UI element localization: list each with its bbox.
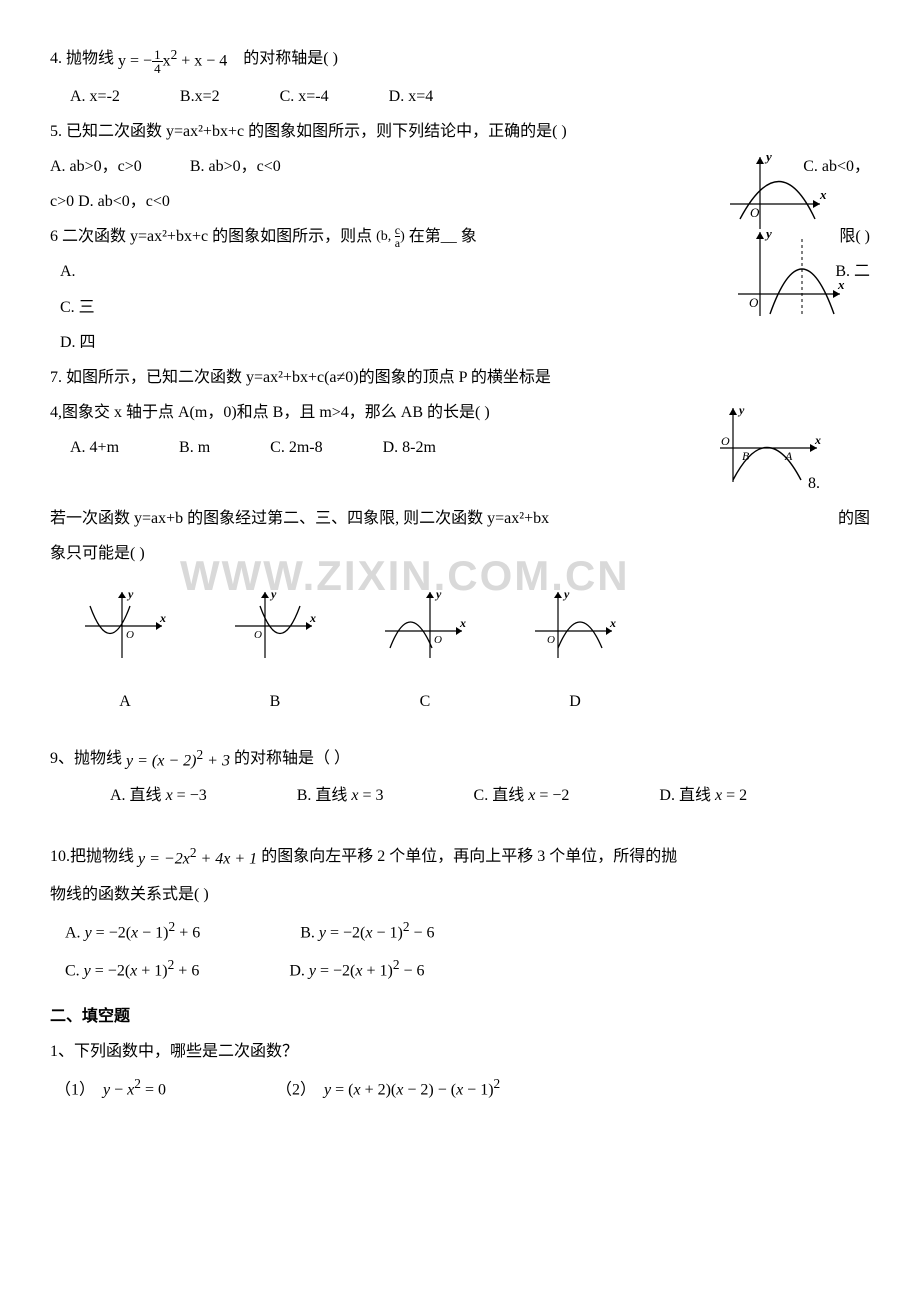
- q10: 10.把抛物线 y = −2x2 + 4x + 1 的图象向左平移 2 个单位，…: [50, 838, 870, 877]
- svg-text:O: O: [434, 634, 442, 646]
- q4-pre: 4. 抛物线: [50, 50, 114, 67]
- q6-pre: 6 二次函数 y=ax²+bx+c 的图象如图所示，则点: [50, 228, 372, 245]
- q6-optC: C. 三: [60, 290, 870, 325]
- q5: 5. 已知二次函数 y=ax²+bx+c 的图象如图所示，则下列结论中，正确的是…: [50, 114, 870, 149]
- svg-text:y: y: [764, 226, 772, 241]
- q7-l1: 7. 如图所示，已知二次函数 y=ax²+bx+c(a≠0)的图象的顶点 P 的…: [50, 369, 551, 386]
- q4-optA: A. x=-2: [70, 79, 120, 114]
- q9: 9、抛物线 y = (x − 2)2 + 3 的对称轴是（ ）: [50, 740, 870, 779]
- q8-label-A: A: [80, 684, 170, 719]
- q6-optD: D. 四: [60, 325, 870, 360]
- q10-l2: 物线的函数关系式是( ): [50, 877, 870, 912]
- q10-opts-r1: A. y = −2(x − 1)2 + 6 B. y = −2(x − 1)2 …: [65, 912, 870, 951]
- q7-optA: A. 4+m: [70, 430, 119, 465]
- q4-post: 的对称轴是( ): [243, 50, 338, 67]
- q8-l3: 象只可能是( ): [50, 545, 145, 562]
- q4-optB: B.x=2: [180, 79, 220, 114]
- q4-options: A. x=-2 B.x=2 C. x=-4 D. x=4: [70, 79, 870, 114]
- q6-optA: A.: [60, 254, 76, 289]
- q8-label-D: D: [530, 684, 620, 719]
- q4-stem: 4. 抛物线 y = −14x2 + x − 4 的对称轴是( ): [50, 40, 870, 79]
- svg-text:x: x: [814, 433, 821, 447]
- svg-text:y: y: [764, 149, 772, 164]
- q4-optD: D. x=4: [389, 79, 434, 114]
- q8-l3-row: 象只可能是( ) WWW.ZIXIN.COM.CN: [50, 536, 870, 571]
- section2-heading: 二、填空题: [50, 999, 870, 1034]
- q8-lead: 8.: [50, 466, 870, 501]
- q7-optD: D. 8-2m: [383, 430, 436, 465]
- svg-text:B: B: [742, 449, 750, 463]
- q5-opts-row1: A. ab>0，c>0 B. ab>0，c<0 C. ab<0， O x y: [50, 149, 870, 184]
- fb1-eqs: （1） y − x2 = 0 （2） y = (x + 2)(x − 2) − …: [55, 1069, 870, 1108]
- q7-optC: C. 2m-8: [270, 430, 322, 465]
- svg-text:x: x: [159, 611, 166, 625]
- q9-formula: y = (x − 2)2 + 3: [126, 740, 230, 779]
- q10-formula: y = −2x2 + 4x + 1: [138, 838, 257, 877]
- svg-text:O: O: [126, 629, 134, 641]
- q7-l2: 4,图象交 x 轴于点 A(m，0)和点 B，且 m>4，那么 AB 的长是( …: [50, 395, 870, 430]
- q7-optB: B. m: [179, 430, 210, 465]
- q9-pre: 9、抛物线: [50, 749, 122, 766]
- q6-opts: A. B. 二 O x y: [50, 254, 870, 289]
- q8-label-B: B: [230, 684, 320, 719]
- q9-options: A. 直线 x = −3 B. 直线 x = 3 C. 直线 x = −2 D.…: [110, 778, 870, 813]
- q6-point: (b, ca): [376, 222, 405, 253]
- q9-post: 的对称轴是（ ）: [234, 749, 350, 766]
- svg-text:O: O: [721, 434, 730, 448]
- q8-l2: 的图: [838, 501, 870, 536]
- q6-mid: 在第__ 象: [409, 228, 477, 245]
- q4-optC: C. x=-4: [280, 79, 329, 114]
- q7: 7. 如图所示，已知二次函数 y=ax²+bx+c(a≠0)的图象的顶点 P 的…: [50, 360, 870, 395]
- q5-optB: B. ab>0，c<0: [190, 158, 281, 175]
- svg-text:A: A: [784, 449, 793, 463]
- q10-post: 的图象向左平移 2 个单位，再向上平移 3 个单位，所得的抛: [261, 848, 677, 865]
- watermark: WWW.ZIXIN.COM.CN: [180, 530, 630, 622]
- q8-graph-A: O x y A: [80, 586, 170, 719]
- q10-pre: 10.把抛物线: [50, 848, 134, 865]
- q5-optA: A. ab>0，c>0: [50, 158, 142, 175]
- q4-formula: y = −14x2 + x − 4: [118, 40, 227, 79]
- fb1-stem: 1、下列函数中，哪些是二次函数？: [50, 1034, 870, 1069]
- svg-text:O: O: [547, 634, 555, 646]
- svg-text:O: O: [254, 629, 262, 641]
- q8-label-C: C: [380, 684, 470, 719]
- q5-opts-row2: c>0 D. ab<0，c<0: [50, 184, 870, 219]
- q8-num: 8.: [808, 475, 820, 492]
- q10-opts-r2: C. y = −2(x + 1)2 + 6 D. y = −2(x + 1)2 …: [65, 950, 870, 989]
- q5-stem: 5. 已知二次函数 y=ax²+bx+c 的图象如图所示，则下列结论中，正确的是…: [50, 123, 567, 140]
- svg-text:y: y: [126, 587, 134, 601]
